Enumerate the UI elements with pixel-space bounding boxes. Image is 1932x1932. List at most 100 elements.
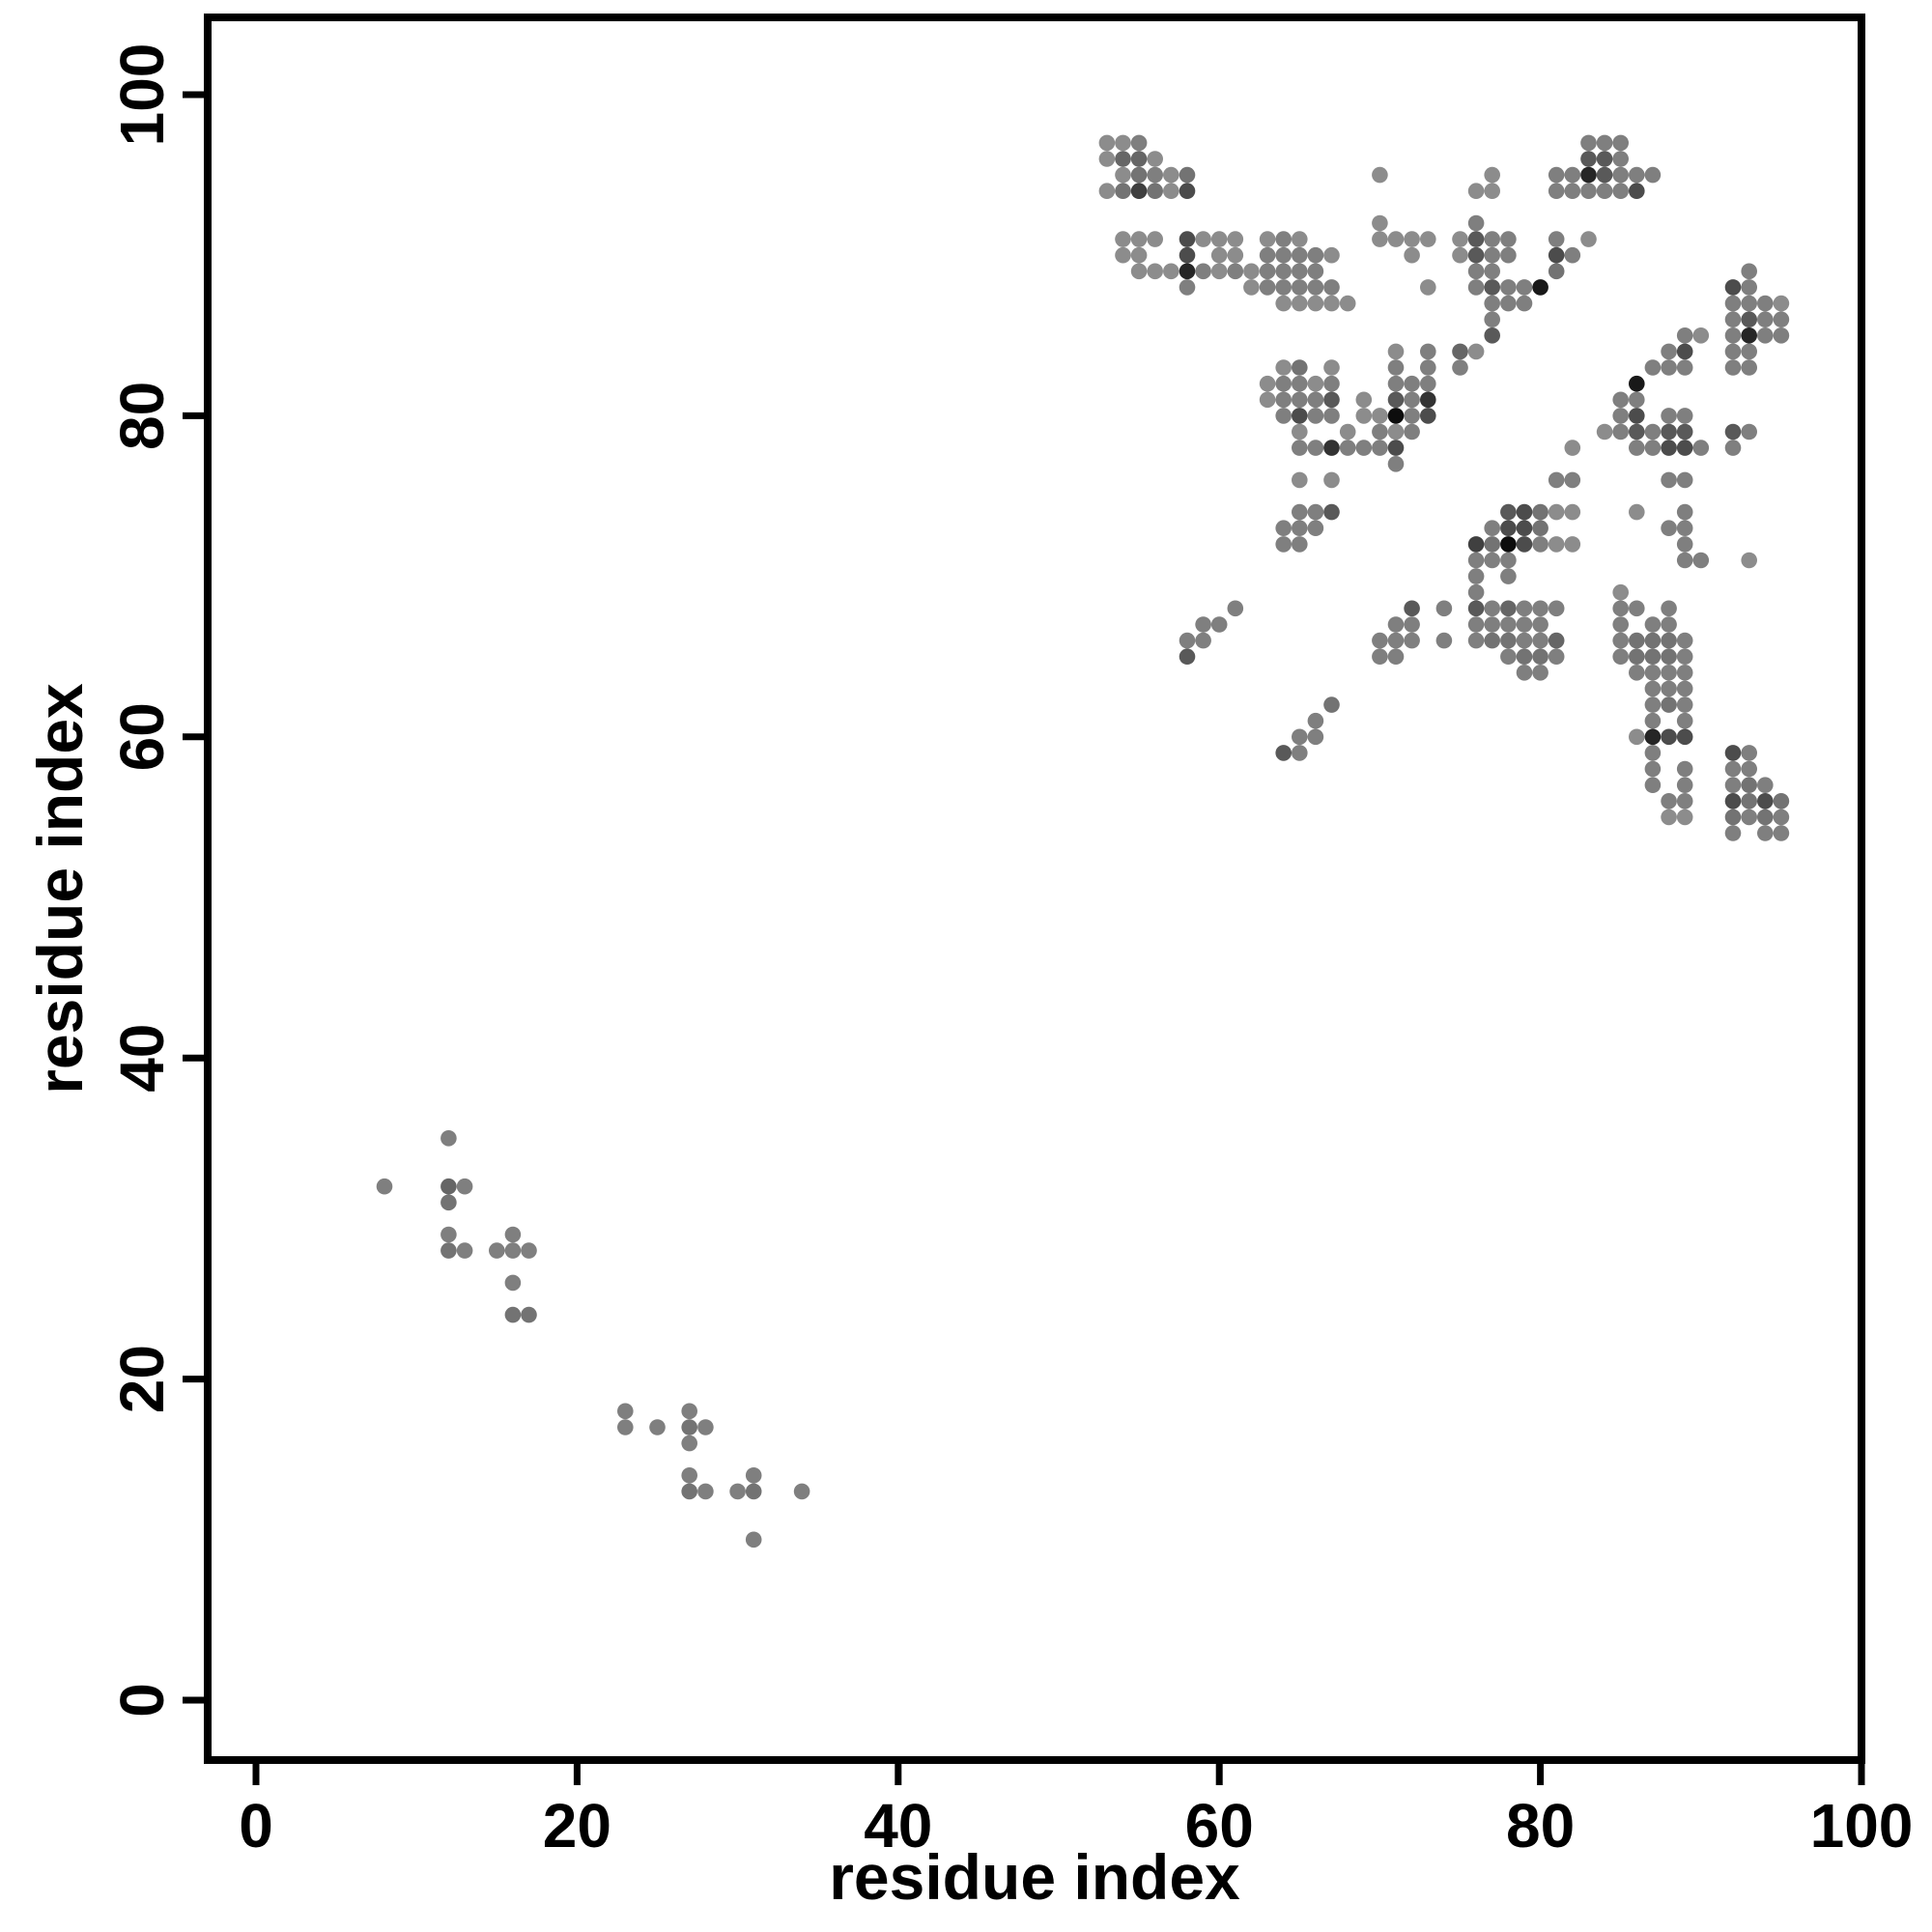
data-point: [1629, 423, 1645, 440]
data-point: [1516, 616, 1533, 633]
data-point: [1644, 616, 1662, 633]
data-point: [1724, 343, 1742, 360]
data-point: [1629, 632, 1645, 649]
data-point: [1275, 359, 1292, 376]
data-point: [1661, 665, 1677, 681]
data-point: [1292, 520, 1308, 536]
data-point: [1741, 745, 1757, 761]
data-point: [1548, 183, 1565, 199]
data-point: [1404, 632, 1420, 649]
data-point: [1676, 423, 1693, 440]
data-point: [1323, 375, 1340, 392]
x-tick-label: 40: [864, 1791, 932, 1861]
data-point: [1404, 231, 1420, 247]
data-point: [1516, 665, 1533, 681]
data-point: [681, 1419, 697, 1435]
data-point: [1484, 231, 1500, 247]
data-point: [1420, 375, 1436, 392]
data-point: [1548, 231, 1565, 247]
data-point: [1467, 279, 1485, 296]
data-point: [1275, 231, 1292, 247]
data-point: [1500, 231, 1517, 247]
data-point: [1676, 665, 1693, 681]
data-point: [1532, 632, 1548, 649]
data-point: [1452, 359, 1468, 376]
data-point: [456, 1242, 473, 1259]
data-point: [1741, 793, 1757, 810]
data-point: [1179, 246, 1196, 264]
data-point: [1292, 375, 1308, 392]
data-point: [1484, 632, 1500, 649]
data-point: [1292, 231, 1308, 247]
data-point: [1500, 568, 1517, 584]
data-point: [1372, 408, 1388, 424]
data-point: [1644, 760, 1662, 778]
data-point: [1372, 214, 1388, 232]
data-point: [1243, 279, 1260, 296]
data-point: [1275, 745, 1292, 761]
data-point: [504, 1306, 522, 1323]
data-point: [1467, 600, 1485, 617]
x-tick-label: 60: [1185, 1791, 1254, 1861]
data-point: [1596, 423, 1613, 440]
data-point: [1757, 809, 1774, 826]
data-point: [1612, 632, 1629, 649]
data-point: [1516, 536, 1533, 553]
data-point: [1596, 183, 1613, 199]
data-point: [1532, 665, 1548, 681]
data-point: [1741, 552, 1757, 569]
data-point: [1467, 263, 1485, 280]
data-point: [1676, 696, 1693, 713]
data-point: [1724, 295, 1742, 312]
data-point: [1548, 263, 1565, 280]
data-point: [1692, 552, 1710, 569]
data-point: [521, 1306, 537, 1323]
data-point: [745, 1467, 762, 1484]
data-point: [1372, 632, 1388, 649]
data-point: [1098, 151, 1116, 167]
data-point: [1275, 408, 1292, 424]
data-point: [1275, 375, 1292, 392]
data-point: [1564, 440, 1581, 456]
data-point: [1115, 134, 1131, 152]
data-point: [1629, 408, 1645, 424]
data-point: [1452, 231, 1468, 247]
data-point: [1387, 375, 1405, 392]
data-point: [1404, 600, 1420, 617]
data-point: [1307, 263, 1324, 280]
data-point: [1292, 503, 1308, 521]
data-point: [456, 1178, 473, 1195]
data-point: [1676, 793, 1693, 810]
data-point: [440, 1226, 457, 1243]
data-points-layer: [376, 134, 1790, 1548]
data-point: [1516, 648, 1533, 665]
data-point: [1629, 391, 1645, 409]
data-point: [1644, 166, 1662, 184]
data-point: [1612, 616, 1629, 633]
data-point: [1644, 648, 1662, 665]
data-point: [440, 1178, 457, 1195]
data-point: [1339, 423, 1356, 440]
data-point: [1467, 568, 1485, 584]
data-point: [1452, 343, 1468, 360]
x-axis-title: residue index: [829, 1841, 1240, 1913]
data-point: [1724, 809, 1742, 826]
data-point: [1115, 166, 1131, 184]
data-point: [1275, 263, 1292, 280]
data-point: [1629, 183, 1645, 199]
data-point: [1420, 231, 1436, 247]
y-tick-label: 0: [107, 1683, 177, 1718]
data-point: [1259, 279, 1276, 296]
data-point: [1516, 632, 1533, 649]
data-point: [1179, 231, 1196, 247]
data-point: [1741, 423, 1757, 440]
data-point: [1467, 214, 1485, 232]
data-point: [1500, 600, 1517, 617]
data-point: [1644, 680, 1662, 697]
data-point: [1130, 231, 1148, 247]
data-point: [1724, 311, 1742, 328]
data-point: [1661, 440, 1677, 456]
data-point: [1676, 648, 1693, 665]
data-point: [1210, 616, 1228, 633]
data-point: [440, 1242, 457, 1259]
